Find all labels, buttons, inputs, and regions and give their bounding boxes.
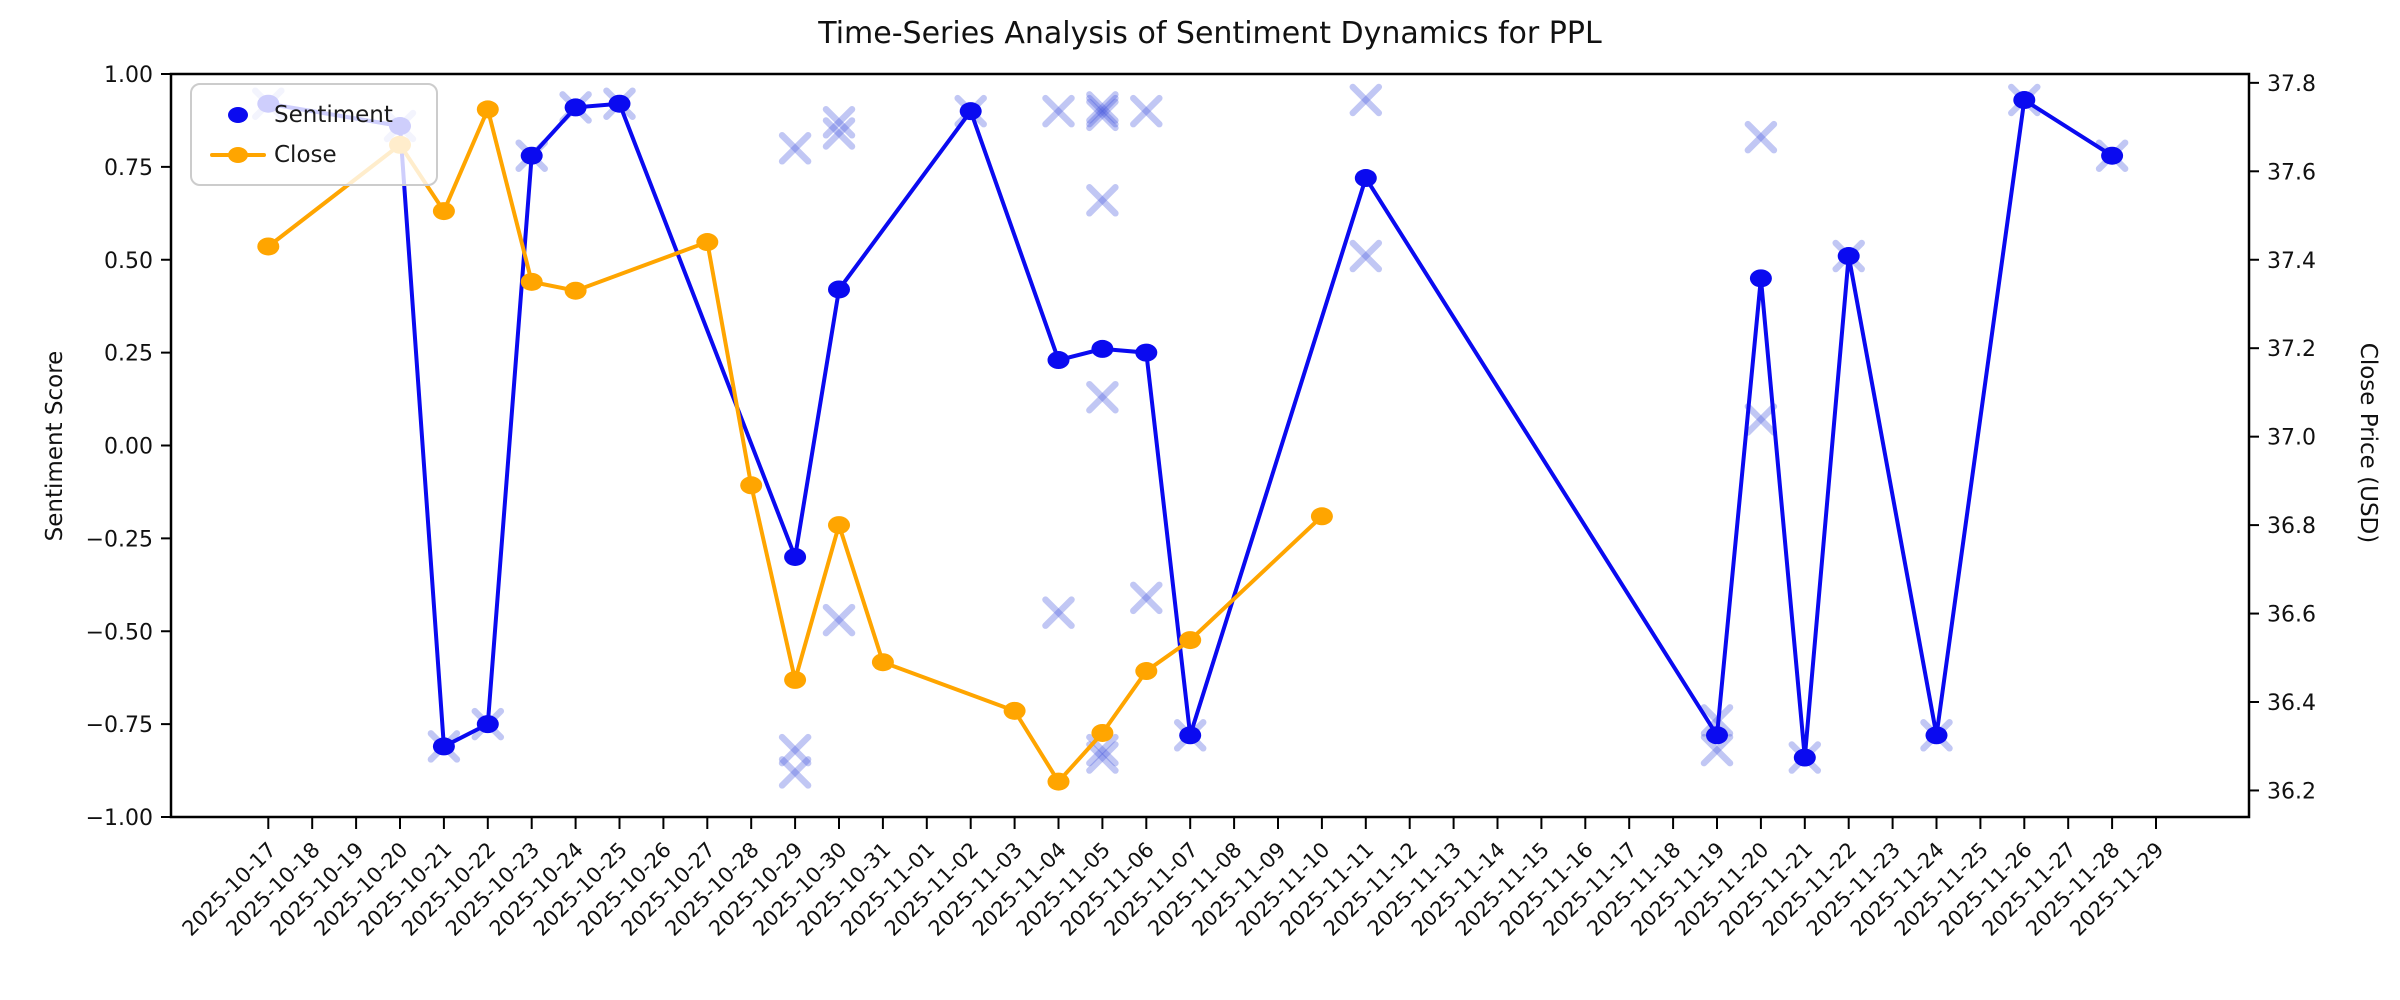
sentiment-point (2101, 146, 2124, 165)
x-marker-icon (1086, 91, 1119, 124)
sentiment-point (1793, 748, 1816, 767)
chart-title: Time-Series Analysis of Sentiment Dynami… (818, 16, 1602, 51)
x-marker-icon (1086, 741, 1119, 774)
left-tick-label: 0.50 (104, 249, 153, 274)
sentiment-point (1091, 339, 1114, 358)
sentiment-point (1749, 269, 1772, 288)
left-tick-label: 0.75 (104, 156, 153, 181)
close-point (740, 476, 763, 495)
x-axis-ticks: 2025-10-172025-10-182025-10-192025-10-20… (178, 817, 2169, 941)
x-marker-icon (1700, 733, 1734, 767)
close-point (520, 272, 543, 291)
x-marker-icon (778, 756, 812, 789)
sentiment-point (1354, 169, 1377, 188)
left-tick-label: 0.00 (104, 435, 153, 460)
close-point (1091, 723, 1114, 742)
sentiment-dots (257, 91, 2124, 767)
sentiment-point (476, 715, 499, 734)
sentiment-point (1706, 726, 1728, 745)
close-point (476, 100, 499, 119)
right-tick-label: 37.2 (2267, 337, 2316, 362)
close-line-dot-icon (206, 147, 270, 163)
sentiment-point (564, 98, 587, 117)
x-marker-icon (822, 117, 856, 150)
legend-label-sentiment: Sentiment (274, 102, 393, 128)
left-axis-ticks: 1.00 0.75 0.50 0.25 0.00 −0.25 −0.50 −0.75 −1.00 (86, 63, 171, 831)
x-marker-icon (1744, 403, 1778, 436)
sentiment-scatter-x-markers (252, 83, 2129, 789)
x-marker-icon (1349, 239, 1383, 273)
sentiment-point (1179, 726, 1202, 745)
close-point (1135, 662, 1158, 681)
left-tick-label: −1.00 (86, 806, 153, 831)
x-marker-icon (822, 603, 856, 637)
sentiment-point (1837, 247, 1860, 266)
right-tick-label: 37.4 (2267, 249, 2316, 274)
right-tick-label: 36.8 (2267, 514, 2316, 539)
close-point (432, 202, 455, 221)
sentiment-point (1925, 726, 1948, 745)
x-marker-icon (778, 132, 812, 165)
x-marker-icon (1042, 596, 1075, 629)
close-point (784, 670, 807, 689)
close-point (1003, 701, 1026, 720)
x-marker-icon (1086, 380, 1119, 414)
sentiment-point (432, 737, 455, 756)
left-tick-label: −0.75 (86, 713, 153, 738)
legend: Sentiment Close (190, 83, 438, 186)
close-dots (257, 100, 1333, 791)
right-tick-label: 36.6 (2267, 603, 2316, 628)
right-axis-ticks: 37.8 37.6 37.4 37.2 37.0 36.8 36.6 36.4 36.2 (2249, 72, 2316, 804)
x-marker-icon (1042, 94, 1075, 128)
right-tick-label: 36.4 (2267, 691, 2316, 716)
axes-border (169, 72, 2251, 819)
sentiment-point (520, 146, 543, 165)
x-marker-icon (822, 106, 856, 139)
left-tick-label: −0.50 (86, 620, 153, 645)
left-axis-label: Sentiment Score (42, 350, 68, 542)
x-marker-icon (1086, 94, 1119, 128)
sentiment-point (2013, 91, 2036, 110)
left-tick-label: −0.25 (86, 527, 153, 552)
x-marker-icon (1130, 94, 1163, 128)
close-point (828, 516, 850, 535)
close-point (1179, 631, 1202, 650)
right-tick-label: 37.8 (2267, 72, 2316, 97)
sentiment-point (1047, 351, 1070, 370)
legend-item-close: Close (206, 135, 436, 175)
legend-label-close: Close (274, 142, 337, 168)
sentiment-point (784, 547, 807, 566)
x-marker-icon (778, 733, 812, 767)
right-axis-label: Close Price (USD) (2355, 342, 2381, 544)
x-marker-icon (1349, 83, 1383, 117)
close-point (871, 653, 894, 672)
close-point (1310, 507, 1333, 526)
close-point (257, 237, 280, 256)
x-marker-icon (1086, 98, 1119, 132)
close-point (696, 233, 719, 252)
sentiment-point (828, 280, 850, 299)
right-tick-label: 37.0 (2267, 426, 2316, 451)
sentiment-line (267, 96, 2114, 758)
x-marker-icon (1086, 184, 1119, 217)
close-point (564, 281, 587, 300)
left-tick-label: 1.00 (104, 63, 153, 88)
x-marker-icon (1744, 120, 1778, 154)
sentiment-point (608, 94, 631, 113)
legend-item-sentiment: Sentiment (206, 95, 436, 135)
right-tick-label: 37.6 (2267, 160, 2316, 185)
x-marker-icon (1130, 581, 1163, 615)
sentiment-point (959, 102, 982, 121)
sentiment-dot-icon (206, 107, 270, 123)
sentiment-point (1135, 343, 1158, 362)
close-point (1047, 772, 1070, 791)
right-tick-label: 36.2 (2267, 779, 2316, 804)
left-tick-label: 0.25 (104, 342, 153, 367)
